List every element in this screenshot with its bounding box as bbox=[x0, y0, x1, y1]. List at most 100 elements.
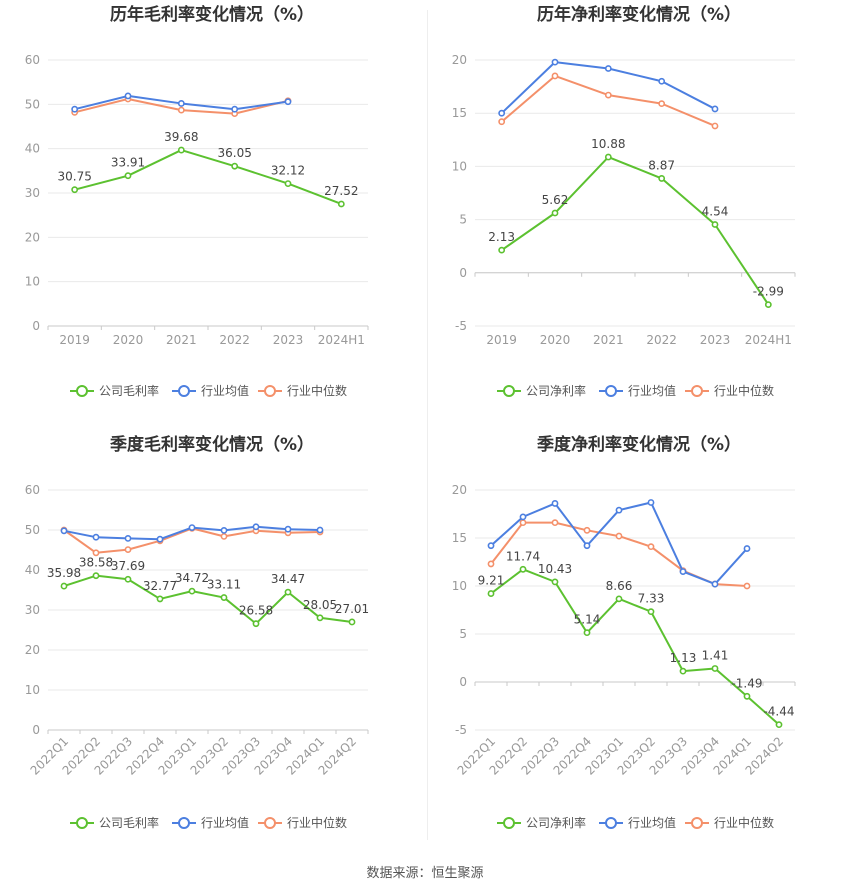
legend-marker bbox=[503, 385, 515, 397]
legend-marker bbox=[76, 385, 88, 397]
data-label: 7.33 bbox=[638, 592, 665, 606]
data-label: 11.74 bbox=[506, 549, 540, 563]
data-point-company bbox=[348, 618, 356, 626]
data-point-company bbox=[604, 153, 612, 161]
legend-marker bbox=[691, 817, 703, 829]
x-tick-label: 2023 bbox=[700, 333, 731, 347]
data-label: 5.62 bbox=[542, 193, 569, 207]
legend-marker bbox=[264, 817, 276, 829]
data-label: 30.75 bbox=[57, 170, 91, 184]
legend-label: 行业均值 bbox=[628, 383, 676, 398]
data-point-industry_avg bbox=[316, 526, 324, 534]
data-label: 1.41 bbox=[702, 648, 729, 662]
data-point-industry_median bbox=[498, 118, 506, 126]
y-tick-label: 10 bbox=[25, 683, 40, 697]
data-label: -4.44 bbox=[763, 705, 794, 719]
legend-marker bbox=[178, 817, 190, 829]
data-point-industry_avg bbox=[551, 58, 559, 66]
y-tick-label: 10 bbox=[452, 159, 467, 173]
data-point-industry_median bbox=[743, 582, 751, 590]
chart-panel-annual-gross: 历年毛利率变化情况（%） 0 10 20 30 40 50 60 2019 2020 2021 202… bbox=[0, 0, 425, 430]
data-point-industry_avg bbox=[583, 542, 591, 550]
y-tick-label: 0 bbox=[32, 319, 40, 333]
y-tick-label: 50 bbox=[25, 523, 40, 537]
x-tick-label: 2021 bbox=[593, 333, 624, 347]
y-tick-label: 0 bbox=[459, 675, 467, 689]
legend-label: 行业中位数 bbox=[714, 815, 774, 830]
legend-marker bbox=[264, 385, 276, 397]
y-tick-label: -5 bbox=[455, 319, 467, 333]
data-point-industry_avg bbox=[615, 506, 623, 514]
data-point-company bbox=[647, 608, 655, 616]
data-point-industry_median bbox=[647, 543, 655, 551]
chart-title: 历年净利率变化情况（%） bbox=[537, 4, 741, 25]
data-point-industry_avg bbox=[743, 545, 751, 552]
data-point-company bbox=[498, 246, 506, 254]
data-point-industry_median bbox=[487, 560, 495, 568]
data-point-company bbox=[743, 692, 751, 700]
legend-label: 行业均值 bbox=[201, 815, 249, 830]
data-point-company bbox=[658, 175, 666, 182]
data-label: 27.01 bbox=[335, 602, 369, 616]
data-point-industry_avg bbox=[711, 580, 719, 588]
data-point-industry_avg bbox=[60, 527, 68, 535]
legend-marker bbox=[691, 385, 703, 397]
chart-panel-quarterly-gross: 季度毛利率变化情况（%） 0 10 20 30 40 50 60 2022Q1 2022Q2 202… bbox=[0, 430, 425, 860]
data-label: -2.99 bbox=[753, 285, 784, 299]
series-line-company bbox=[63, 574, 353, 625]
data-label: 32.77 bbox=[143, 579, 177, 593]
y-tick-label: 0 bbox=[32, 723, 40, 737]
legend-label: 公司净利率 bbox=[526, 383, 586, 398]
y-tick-label: 60 bbox=[25, 53, 40, 67]
chart-title: 历年毛利率变化情况（%） bbox=[110, 4, 314, 25]
data-point-company bbox=[316, 614, 324, 622]
data-point-industry_avg bbox=[487, 542, 495, 550]
data-point-industry_median bbox=[92, 549, 100, 557]
chart-annual-gross: 历年毛利率变化情况（%） 0 10 20 30 40 50 60 2019 2020 2021 202… bbox=[25, 4, 369, 398]
data-point-industry_avg bbox=[124, 92, 132, 100]
data-point-company bbox=[156, 595, 164, 603]
y-tick-label: 20 bbox=[452, 483, 467, 497]
data-label: 10.88 bbox=[591, 137, 625, 151]
data-point-industry_median bbox=[124, 546, 132, 553]
legend-label: 行业均值 bbox=[201, 383, 249, 398]
data-point-industry_avg bbox=[252, 523, 260, 531]
data-point-industry_avg bbox=[124, 535, 132, 542]
y-tick-label: 40 bbox=[25, 563, 40, 577]
series-line-industry_median bbox=[63, 527, 321, 554]
data-point-company bbox=[60, 582, 68, 590]
data-label: 36.05 bbox=[217, 146, 251, 160]
data-point-industry_avg bbox=[647, 499, 655, 506]
chart-annual-net: 历年净利率变化情况（%） -5 0 5 10 15 20 2019 2020 2021 2022 20… bbox=[452, 4, 796, 398]
y-tick-label: 10 bbox=[25, 275, 40, 289]
chart-quarterly-net: 季度净利率变化情况（%）-5051015202022Q12022Q22022Q3… bbox=[452, 434, 796, 830]
y-tick-label: 15 bbox=[452, 106, 467, 120]
data-point-company bbox=[92, 572, 100, 580]
data-point-company bbox=[124, 575, 132, 583]
data-point-company bbox=[177, 146, 185, 154]
data-point-company bbox=[284, 588, 292, 596]
data-label: 27.52 bbox=[324, 184, 358, 198]
chart-title: 季度净利率变化情况（%） bbox=[537, 434, 741, 455]
data-point-industry_median bbox=[604, 91, 612, 99]
data-label: 4.54 bbox=[702, 204, 729, 218]
legend-label: 公司毛利率 bbox=[99, 815, 159, 830]
x-tick-label: 2024H1 bbox=[745, 333, 792, 347]
x-tick-label: 2019 bbox=[486, 333, 517, 347]
data-point-industry_avg bbox=[498, 109, 506, 117]
data-point-company bbox=[231, 162, 239, 170]
data-label: 28.05 bbox=[303, 598, 337, 612]
data-point-industry_avg bbox=[551, 500, 559, 507]
data-point-industry_median bbox=[658, 100, 666, 108]
legend-marker bbox=[178, 385, 190, 397]
data-point-industry_median bbox=[177, 106, 185, 114]
data-point-company bbox=[551, 578, 559, 586]
legend-label: 公司毛利率 bbox=[99, 383, 159, 398]
data-point-industry_median bbox=[711, 122, 719, 130]
data-point-company bbox=[711, 665, 719, 672]
data-point-company bbox=[583, 629, 591, 637]
data-point-industry_avg bbox=[284, 98, 292, 106]
data-point-industry_avg bbox=[156, 535, 164, 543]
data-label: -1.49 bbox=[731, 676, 762, 690]
series-line-company bbox=[74, 149, 342, 205]
